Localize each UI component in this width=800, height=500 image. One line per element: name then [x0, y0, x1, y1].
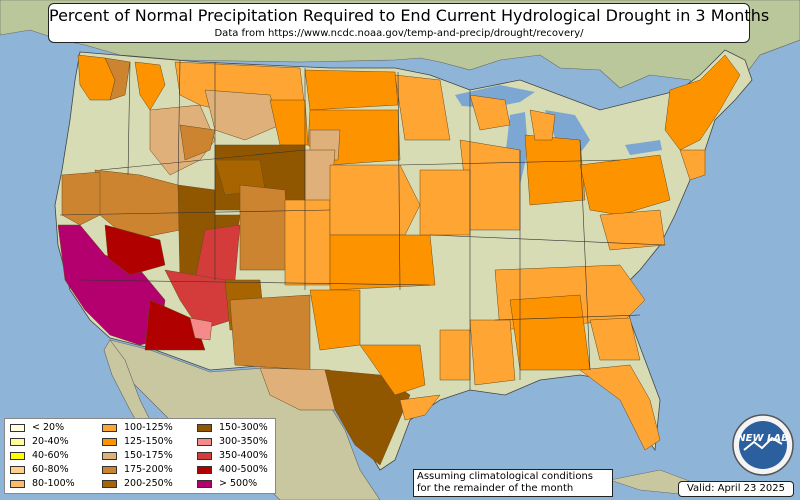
logo-text: NEW LAB [737, 433, 788, 444]
note-box: Assuming climatological conditions for t… [413, 469, 613, 497]
lab-logo: NEW LAB [732, 414, 794, 476]
legend-swatch [197, 437, 212, 446]
logo-globe [739, 421, 787, 469]
legend-label: 80-100% [32, 478, 75, 489]
legend-item: 400-500% [197, 464, 268, 476]
legend-swatch [102, 465, 117, 474]
legend-label: 20-40% [32, 436, 69, 447]
title-box: Percent of Normal Precipitation Required… [48, 3, 770, 43]
legend-item: 300-350% [197, 436, 268, 448]
legend-label: > 500% [219, 478, 258, 489]
legend-item: 125-150% [102, 436, 173, 448]
legend-swatch [197, 451, 212, 460]
legend-label: 40-60% [32, 450, 69, 461]
legend-swatch [102, 479, 117, 488]
legend-swatch [197, 479, 212, 488]
legend-label: 125-150% [124, 436, 173, 447]
map-title: Percent of Normal Precipitation Required… [49, 6, 770, 25]
legend-label: 150-175% [124, 450, 173, 461]
legend-item: 150-175% [102, 450, 173, 462]
legend-item: 80-100% [10, 478, 75, 490]
legend-item: 20-40% [10, 436, 69, 448]
state-borders [59, 59, 666, 390]
legend-label: 100-125% [124, 422, 173, 433]
legend-item: 200-250% [102, 478, 173, 490]
legend-label: 300-350% [219, 436, 268, 447]
logo-wave-icon [743, 436, 783, 451]
legend-swatch [197, 423, 212, 432]
legend-swatch [10, 423, 25, 432]
legend-label: 400-500% [219, 464, 268, 475]
legend-item: 60-80% [10, 464, 69, 476]
note-line-2: for the remainder of the month [417, 483, 574, 494]
legend-swatch [102, 451, 117, 460]
legend-item: > 500% [197, 478, 257, 490]
legend-item: 40-60% [10, 450, 69, 462]
legend-label: 200-250% [124, 478, 173, 489]
legend-label: 60-80% [32, 464, 69, 475]
legend-label: < 20% [32, 422, 65, 433]
legend-swatch [10, 451, 25, 460]
legend-item: 350-400% [197, 450, 268, 462]
legend-swatch [197, 465, 212, 474]
legend-item: 175-200% [102, 464, 173, 476]
legend-item: < 20% [10, 422, 64, 434]
legend-item: 150-300% [197, 422, 268, 434]
lake-ontario [625, 140, 662, 155]
drought-regions [57, 54, 741, 466]
legend-label: 150-300% [219, 422, 268, 433]
legend-swatch [10, 479, 25, 488]
valid-date: Valid: April 23 2025 [678, 481, 794, 497]
legend: < 20% 20-40% 40-60% 60-80% 80-100% 100-1… [4, 418, 276, 494]
legend-label: 175-200% [124, 464, 173, 475]
map-subtitle: Data from https://www.ncdc.noaa.gov/temp… [214, 28, 584, 39]
legend-label: 350-400% [219, 450, 268, 461]
legend-swatch [10, 437, 25, 446]
note-line-1: Assuming climatological conditions [417, 471, 593, 482]
legend-swatch [10, 465, 25, 474]
legend-item: 100-125% [102, 422, 173, 434]
legend-swatch [102, 437, 117, 446]
legend-swatch [102, 423, 117, 432]
